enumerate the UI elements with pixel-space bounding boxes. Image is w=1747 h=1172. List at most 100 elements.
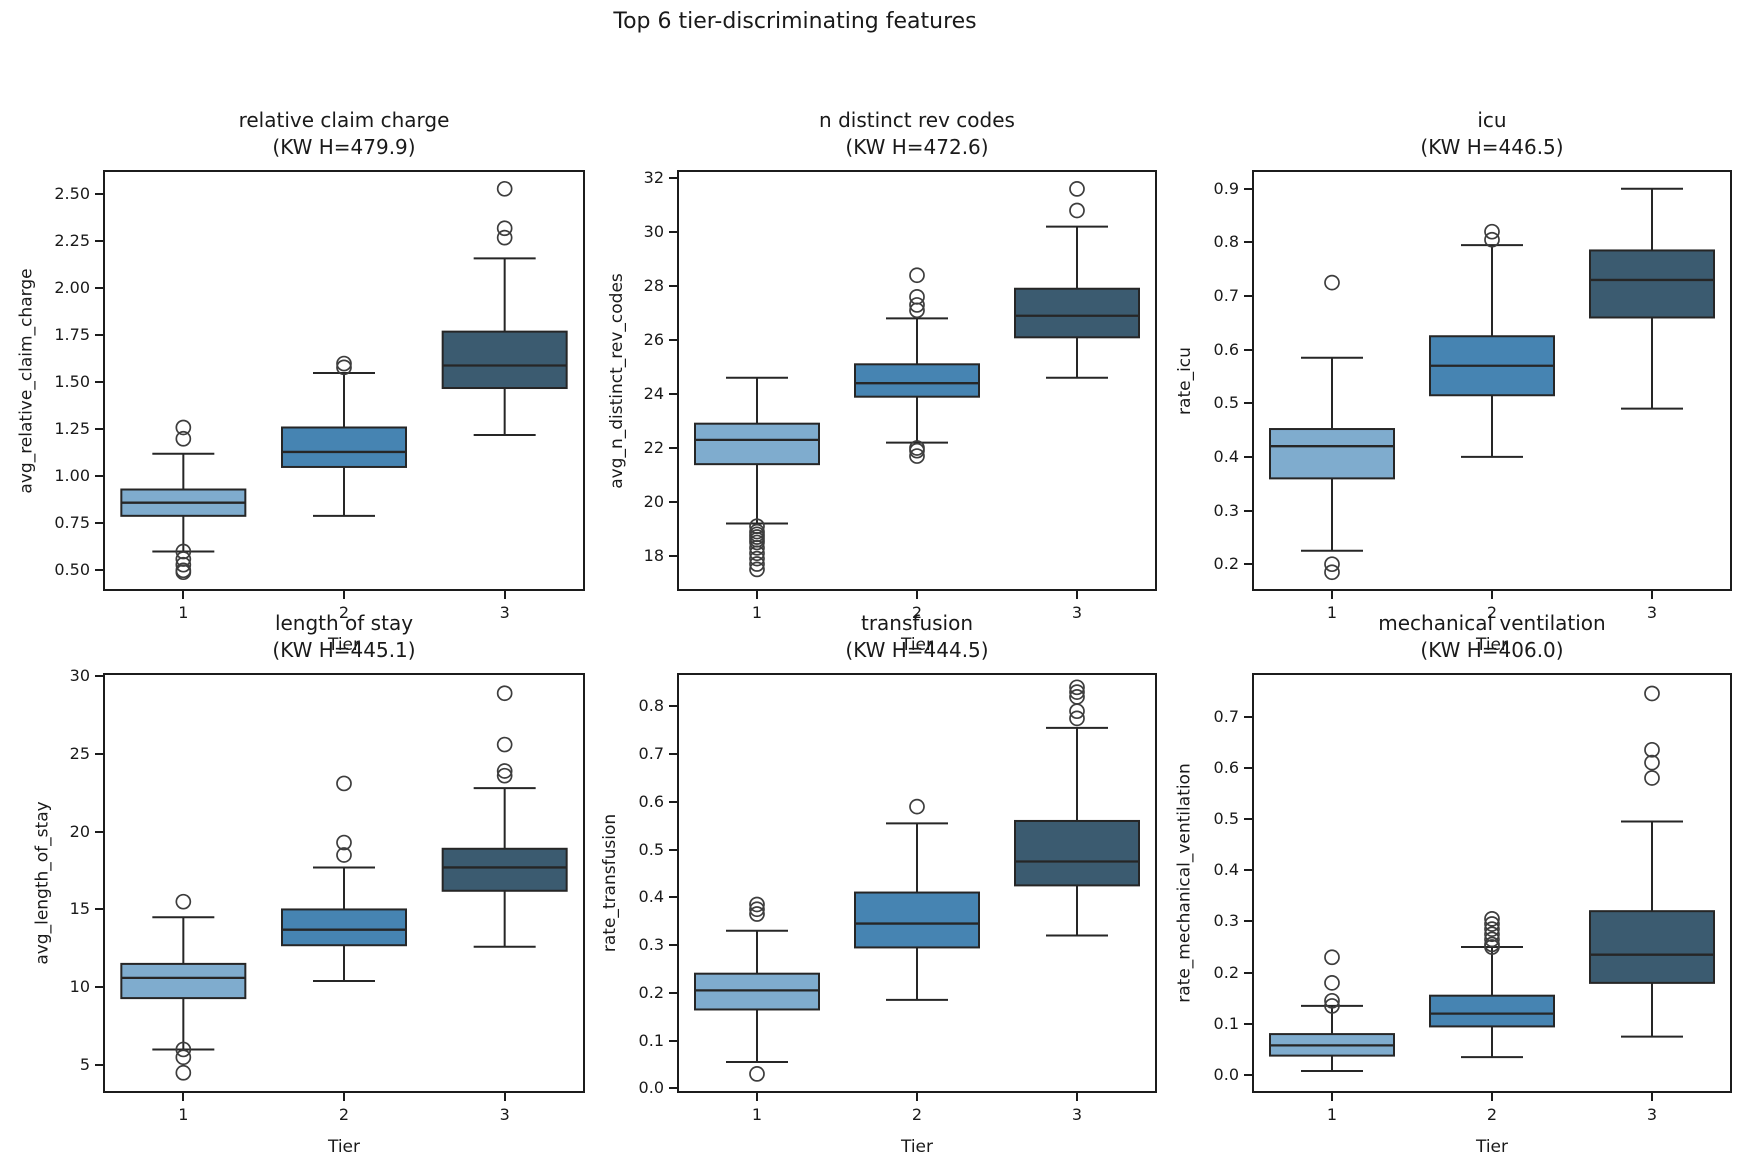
subplot-title-text: icu [1477, 108, 1507, 132]
box-plot-tier-1 [694, 376, 820, 578]
subplot-title: transfusion (KW H=444.5) [617, 610, 1217, 664]
outlier-point [1484, 916, 1500, 932]
iqr-box [120, 962, 247, 1000]
outlier-point [1644, 741, 1660, 758]
outlier-point [175, 1064, 192, 1081]
outlier-point [749, 561, 765, 578]
outlier-point [336, 355, 352, 372]
box-plot-tier-3 [1014, 679, 1140, 937]
outlier-point [1484, 926, 1500, 943]
y-tick-mark [95, 675, 103, 678]
y-tick-label: 0.1 [1213, 1013, 1239, 1033]
subplot-title-text: transfusion [860, 611, 974, 635]
x-tick-label: 3 [1646, 1105, 1658, 1124]
outlier-point [749, 906, 765, 922]
subplot-title: mechanical ventilation (KW H=406.0) [1192, 610, 1747, 664]
y-tick-label: 30 [69, 666, 90, 686]
x-tick-label: 2 [338, 603, 350, 622]
y-tick-mark [669, 848, 677, 851]
subplot-transfusion: transfusion (KW H=444.5) rate_transfusio… [600, 611, 1157, 1157]
outlier-point [336, 775, 352, 792]
box-plot-tier-1 [120, 419, 247, 581]
y-tick-label: 0.6 [638, 791, 664, 811]
y-tick-mark [95, 569, 103, 572]
y-tick-label: 0.3 [1213, 911, 1239, 931]
y-tick-mark [1244, 455, 1252, 458]
box-plot-canvas [677, 673, 1157, 1093]
y-tick-label: 0.6 [1213, 339, 1239, 359]
x-tick-mark [916, 591, 918, 599]
x-tick-mark [1076, 1093, 1078, 1101]
x-tick-label: 2 [911, 1105, 923, 1124]
outlier-point [175, 1049, 192, 1066]
y-tick-mark [1244, 348, 1252, 351]
x-axis-label: Tier [327, 1137, 361, 1157]
outlier-point [749, 1066, 765, 1082]
outlier-point [749, 550, 765, 567]
x-tick-mark [1491, 1093, 1493, 1101]
outlier-point [1324, 274, 1340, 291]
iqr-box [1589, 910, 1715, 984]
y-tick-mark [95, 287, 103, 290]
box-plot-tier-2 [854, 267, 980, 464]
y-tick-label: 5 [79, 1055, 90, 1074]
subplot-length-of-stay: length of stay (KW H=445.1) avg_length_o… [33, 611, 585, 1157]
y-tick-label: 2.50 [54, 184, 90, 204]
box-plot-canvas [677, 170, 1157, 591]
y-tick-mark [669, 753, 677, 756]
y-tick-label: 0.9 [1213, 178, 1239, 198]
outlier-point [1324, 556, 1340, 573]
outlier-point [909, 448, 925, 464]
outlier-point [1644, 685, 1660, 702]
outlier-point [749, 539, 765, 556]
outlier-point [749, 896, 765, 913]
subplot-title-text: length of stay [274, 611, 414, 635]
y-tick-label: 0.4 [1213, 860, 1239, 880]
y-tick-mark [95, 986, 103, 989]
outlier-point [336, 359, 352, 376]
y-tick-mark [669, 705, 677, 708]
box-plot-canvas [1252, 673, 1732, 1093]
outlier-point [496, 220, 513, 237]
box-plot-tier-1 [694, 896, 820, 1082]
iqr-box [1014, 287, 1140, 339]
outlier-point [1069, 202, 1085, 219]
outlier-point [1644, 770, 1660, 786]
x-axis-label: Tier [900, 635, 934, 655]
box-plot-tier-3 [441, 685, 568, 948]
x-tick-mark [503, 1093, 506, 1101]
y-tick-label: 0.2 [638, 982, 664, 1002]
y-tick-mark [1244, 817, 1252, 820]
x-tick-label: 2 [911, 603, 923, 622]
y-tick-mark [95, 428, 103, 431]
y-tick-label: 0.1 [638, 1030, 664, 1050]
x-tick-mark [756, 1093, 758, 1101]
y-tick-mark [95, 522, 103, 525]
outlier-point [1324, 975, 1340, 991]
y-tick-label: 0.0 [1213, 1065, 1239, 1085]
y-tick-mark [669, 800, 677, 803]
iqr-box [694, 972, 820, 1011]
y-tick-mark [669, 285, 677, 288]
outlier-point [749, 556, 765, 572]
y-tick-mark [95, 908, 103, 911]
outlier-point [175, 564, 192, 581]
y-tick-mark [1244, 869, 1252, 872]
subplot-title: icu (KW H=446.5) [1192, 107, 1747, 161]
y-tick-label: 0.2 [1213, 554, 1239, 574]
y-tick-mark [669, 554, 677, 557]
outlier-point [175, 556, 192, 573]
y-tick-mark [1244, 920, 1252, 923]
box-plot-tier-3 [1589, 187, 1715, 410]
x-tick-mark [1491, 591, 1493, 599]
outlier-point [909, 798, 925, 815]
y-tick-label: 0.2 [1213, 962, 1239, 982]
y-tick-mark [1244, 563, 1252, 566]
x-tick-mark [182, 1093, 185, 1101]
y-tick-mark [669, 1087, 677, 1090]
box-plot-tier-3 [1589, 685, 1715, 1038]
box-plot-tier-2 [281, 355, 407, 517]
x-tick-label: 1 [751, 603, 763, 622]
outlier-point [496, 180, 513, 197]
outlier-point [749, 545, 765, 562]
